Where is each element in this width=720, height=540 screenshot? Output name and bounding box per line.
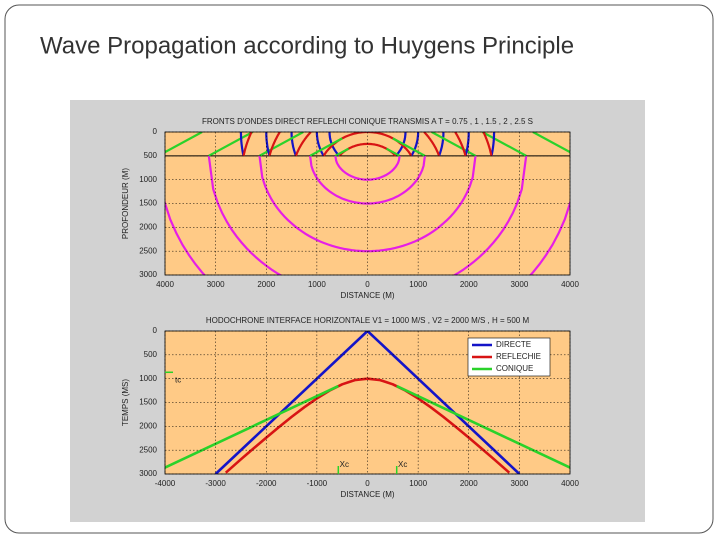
- transmitted-front: [334, 155, 401, 181]
- x-tick-label: 0: [365, 280, 370, 289]
- conical-front: [309, 137, 426, 157]
- y-tick-label: 2500: [139, 445, 157, 454]
- conical-front: [258, 132, 477, 157]
- annotation: tc: [175, 375, 181, 384]
- x-axis-label: DISTANCE (M): [340, 291, 394, 300]
- y-tick-label: 500: [144, 350, 158, 359]
- x-tick-label: 4000: [156, 280, 174, 289]
- x-tick-label: 2000: [460, 479, 478, 488]
- y-tick-label: 500: [144, 151, 158, 160]
- plot-border: [164, 330, 571, 475]
- direct-front: [239, 132, 496, 157]
- conical-front: [165, 132, 570, 154]
- y-axis-label: TEMPS (MS): [121, 379, 130, 426]
- x-tick-label: 3000: [510, 280, 528, 289]
- x-axis-label: DISTANCE (M): [340, 490, 394, 499]
- y-tick-label: 2000: [139, 222, 157, 231]
- x-tick-label: 3000: [207, 280, 225, 289]
- chart-title: HODOCHRONE INTERFACE HORIZONTALE V1 = 10…: [206, 316, 530, 325]
- x-tick-label: 1000: [308, 280, 326, 289]
- conical-front: [334, 147, 401, 157]
- y-tick-label: 3000: [139, 469, 157, 478]
- y-tick-label: 1000: [139, 175, 157, 184]
- reflected-front: [294, 132, 441, 157]
- annotation: Xc: [340, 460, 349, 469]
- y-tick-label: 1000: [139, 374, 157, 383]
- reflected-front: [268, 132, 467, 157]
- y-tick-label: 2000: [139, 421, 157, 430]
- x-tick-label: -1000: [307, 479, 328, 488]
- chart-title: FRONTS D'ONDES DIRECT REFLECHI CONIQUE T…: [202, 117, 533, 126]
- series-line: [224, 377, 511, 474]
- y-tick-label: 0: [153, 326, 158, 335]
- x-tick-label: 1000: [409, 280, 427, 289]
- y-tick-label: 3000: [139, 270, 157, 279]
- legend-label: CONIQUE: [496, 364, 533, 373]
- x-tick-label: 2000: [257, 280, 275, 289]
- series-line: [165, 384, 570, 469]
- x-tick-label: 1000: [409, 479, 427, 488]
- x-tick-label: -4000: [155, 479, 176, 488]
- y-axis-label: PROFONDEUR (M): [121, 168, 130, 239]
- slide-title: Wave Propagation according to Huygens Pr…: [40, 32, 574, 59]
- y-tick-label: 2500: [139, 246, 157, 255]
- x-tick-label: 4000: [561, 479, 579, 488]
- direct-front: [290, 132, 445, 157]
- annotation: Xc: [398, 460, 407, 469]
- y-tick-label: 1500: [139, 199, 157, 208]
- conical-front: [208, 132, 527, 157]
- transmitted-front: [207, 155, 528, 275]
- x-tick-label: 4000: [561, 280, 579, 289]
- x-tick-label: 0: [365, 479, 370, 488]
- x-tick-label: -2000: [256, 479, 277, 488]
- reflected-front: [242, 132, 493, 157]
- plot-border: [164, 131, 571, 276]
- x-tick-label: 2000: [460, 280, 478, 289]
- y-tick-label: 0: [153, 127, 158, 136]
- x-tick-label: 3000: [510, 479, 528, 488]
- x-tick-label: -3000: [205, 479, 226, 488]
- legend-label: DIRECTE: [496, 340, 531, 349]
- y-tick-label: 1500: [139, 398, 157, 407]
- legend-label: REFLECHIE: [496, 352, 541, 361]
